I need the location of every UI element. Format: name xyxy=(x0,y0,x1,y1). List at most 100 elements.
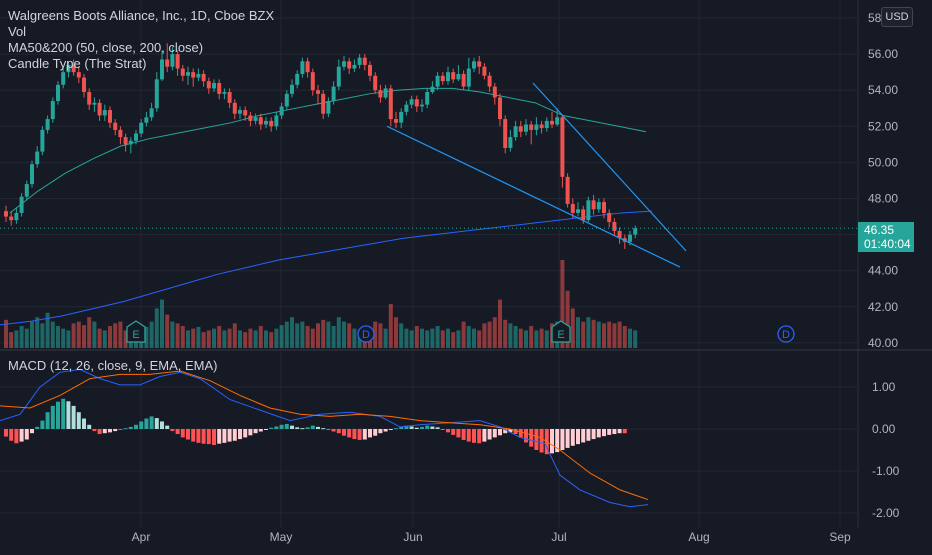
macd-histogram-bar xyxy=(498,429,502,436)
candle-body xyxy=(97,102,102,116)
macd-histogram-bar xyxy=(446,429,450,433)
volume-bar xyxy=(591,319,596,348)
macd-indicator-label[interactable]: MACD (12, 26, close, 9, EMA, EMA) xyxy=(8,358,218,373)
volume-bar xyxy=(482,323,487,348)
candle-body xyxy=(4,211,8,217)
volume-bar xyxy=(602,323,606,348)
volume-bar xyxy=(123,330,128,348)
candle-body xyxy=(212,82,216,89)
volume-bar xyxy=(118,321,123,348)
macd-histogram-bar xyxy=(160,421,164,429)
candle-body xyxy=(82,77,86,93)
earnings-marker-shape xyxy=(126,320,146,343)
candle-body xyxy=(201,73,206,82)
candle-body xyxy=(9,216,14,221)
candle-body xyxy=(269,120,274,127)
macd-histogram-bar xyxy=(180,429,185,438)
macd-histogram-bar xyxy=(134,424,138,429)
volume-bar xyxy=(61,328,66,348)
bar-countdown: 01:40:04 xyxy=(864,237,911,251)
candle-body xyxy=(217,82,222,94)
volume-bar xyxy=(326,321,331,348)
candle-body xyxy=(550,120,554,125)
candle-body xyxy=(264,120,268,125)
time-axis-label: May xyxy=(270,530,293,544)
candle-body xyxy=(290,84,294,94)
macd-histogram-bar xyxy=(50,405,55,429)
volume-bar xyxy=(347,323,352,348)
macd-histogram-bar xyxy=(82,418,86,429)
macd-histogram-bar xyxy=(248,429,253,436)
macd-histogram-bar xyxy=(30,429,34,434)
candle-body xyxy=(477,61,482,67)
volume-bar xyxy=(503,319,508,348)
volume-bar xyxy=(279,325,284,348)
macd-histogram-bar xyxy=(71,405,76,429)
candle-body xyxy=(154,79,159,109)
macd-histogram-bar xyxy=(529,429,534,447)
earnings-marker-label: E xyxy=(557,329,564,341)
volume-bar xyxy=(212,328,216,348)
candle-body xyxy=(347,61,352,69)
volume-bar xyxy=(596,321,601,348)
dividend-marker[interactable]: D xyxy=(777,325,795,343)
candle-body xyxy=(191,72,196,78)
macd-histogram-bar xyxy=(253,429,258,434)
time-axis-label: Jun xyxy=(403,530,422,544)
volume-bar xyxy=(217,326,222,348)
macd-histogram-bar xyxy=(508,429,513,433)
volume-bar xyxy=(534,330,539,348)
candle-body xyxy=(331,86,336,102)
dividend-marker-shape xyxy=(777,325,795,343)
candle-body xyxy=(134,133,138,141)
candle-body xyxy=(461,73,466,87)
macd-histogram-bar xyxy=(269,427,274,429)
volume-bar xyxy=(414,326,419,348)
volume-bar xyxy=(113,323,118,348)
volume-bar xyxy=(180,326,185,348)
volume-bar xyxy=(154,308,159,348)
candle-body xyxy=(456,73,461,80)
macd-histogram-bar xyxy=(232,429,237,441)
candle-body xyxy=(24,184,29,197)
earnings-marker[interactable]: E xyxy=(126,320,146,343)
candle-body xyxy=(482,66,487,76)
volume-bar xyxy=(576,317,580,348)
volume-bar xyxy=(352,328,357,348)
candle-type-indicator-label[interactable]: Candle Type (The Strat) xyxy=(8,56,147,71)
candle-body xyxy=(222,92,227,94)
candle-body xyxy=(108,110,112,123)
currency-button[interactable]: USD xyxy=(881,7,913,27)
volume-bar xyxy=(170,321,175,348)
candle-body xyxy=(466,68,471,87)
symbol-title[interactable]: Walgreens Boots Alliance, Inc., 1D, Cboe… xyxy=(8,8,275,23)
macd-histogram-bar xyxy=(196,429,201,443)
candle-body xyxy=(71,64,76,73)
candle-body xyxy=(435,75,440,87)
moving-average-indicator-label[interactable]: MA50&200 (50, close, 200, close) xyxy=(8,40,204,55)
volume-bar xyxy=(19,326,24,348)
macd-histogram-bar xyxy=(97,429,102,435)
dividend-marker[interactable]: D xyxy=(357,325,375,343)
candle-body xyxy=(175,54,180,69)
macd-histogram-bar xyxy=(165,425,170,429)
volume-bar xyxy=(524,330,528,348)
macd-histogram-bar xyxy=(394,428,398,430)
candle-body xyxy=(352,64,357,69)
volume-bar xyxy=(4,319,8,348)
ma200-line xyxy=(0,210,653,326)
volume-indicator-label[interactable]: Vol xyxy=(8,24,27,39)
macd-histogram-bar xyxy=(596,429,601,438)
earnings-marker-shape xyxy=(551,320,571,343)
candle-body xyxy=(409,99,414,105)
macd-histogram-bar xyxy=(274,426,279,429)
earnings-marker[interactable]: E xyxy=(551,320,571,343)
macd-histogram-bar xyxy=(243,429,248,438)
volume-bar xyxy=(76,321,81,348)
candle-body xyxy=(87,92,92,105)
macd-histogram-bar xyxy=(139,421,144,429)
volume-bar xyxy=(560,260,565,348)
candle-body xyxy=(414,99,419,107)
